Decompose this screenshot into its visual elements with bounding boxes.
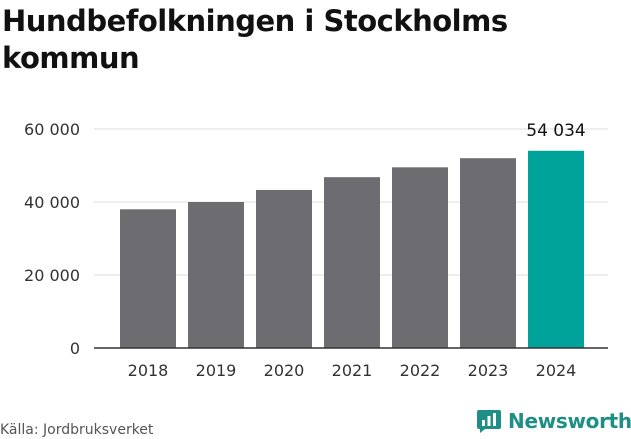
x-tick-label-2021: 2021 bbox=[332, 361, 373, 380]
y-tick-label-0: 0 bbox=[70, 339, 80, 358]
brand-name: Newsworthy bbox=[508, 409, 631, 433]
bar-2024 bbox=[528, 150, 584, 348]
source-text: Källa: Jordbruksverket bbox=[0, 422, 154, 438]
x-tick-label-2022: 2022 bbox=[400, 361, 441, 380]
x-axis-ticks: 2018 2019 2020 2021 2022 2023 2024 bbox=[128, 361, 577, 380]
data-label-2024: 54 034 bbox=[526, 121, 585, 141]
chart-title: Hundbefolkningen i Stockholms kommun bbox=[2, 4, 508, 75]
y-tick-label-1: 20 000 bbox=[24, 266, 80, 285]
x-tick-label-2020: 2020 bbox=[264, 361, 305, 380]
x-tick-label-2023: 2023 bbox=[468, 361, 509, 380]
x-tick-label-2024: 2024 bbox=[536, 361, 577, 380]
bar-2023 bbox=[460, 158, 516, 348]
y-tick-label-3: 60 000 bbox=[24, 120, 80, 139]
x-tick-label-2018: 2018 bbox=[128, 361, 169, 380]
bar-2020 bbox=[256, 189, 312, 348]
newsworthy-chart-icon bbox=[477, 410, 501, 433]
y-tick-label-2: 40 000 bbox=[24, 193, 80, 212]
bar-2018 bbox=[120, 209, 176, 348]
brand-logo: Newsworthy bbox=[476, 408, 631, 434]
y-axis-ticks: 0 20 000 40 000 60 000 bbox=[24, 120, 80, 358]
bars bbox=[120, 150, 584, 348]
data-labels: 54 034 bbox=[526, 121, 585, 141]
bar-2021 bbox=[324, 177, 380, 348]
bar-2022 bbox=[392, 167, 448, 348]
bar-2019 bbox=[188, 202, 244, 348]
x-tick-label-2019: 2019 bbox=[196, 361, 237, 380]
